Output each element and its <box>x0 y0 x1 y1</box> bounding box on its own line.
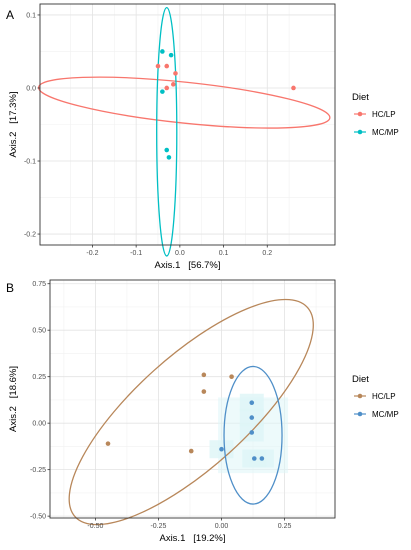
point-hc-lp <box>105 441 111 446</box>
y-axis-label: Axis.2 [17.3%] <box>8 91 19 157</box>
point-hc-lp <box>201 389 207 394</box>
plot-border <box>39 3 336 246</box>
y-tick-label: 0.75 <box>32 281 46 288</box>
point-hc-lp <box>201 372 207 378</box>
x-tick-label: -0.2 <box>86 250 98 257</box>
x-tick-label: 0.00 <box>215 523 229 530</box>
confidence-band <box>218 397 289 474</box>
y-tick-label: 0.00 <box>32 421 46 428</box>
y-tick-label: -0.2 <box>24 232 36 239</box>
ellipse-mc-mp <box>156 7 178 257</box>
x-tick-label: 0.2 <box>262 250 272 257</box>
point-mc-mp <box>249 430 255 435</box>
point-mc-mp <box>160 89 165 94</box>
y-tick-label: 0.25 <box>32 374 46 381</box>
x-tick-label: 0.0 <box>175 250 185 257</box>
point-mc-mp <box>166 155 172 160</box>
legend-title: Diet <box>352 92 369 103</box>
y-tick-label: -0.25 <box>30 467 46 474</box>
point-mc-mp <box>160 49 165 54</box>
ellipse-mc-mp <box>223 365 283 505</box>
x-tick-label: 0.1 <box>219 250 229 257</box>
point-mc-mp <box>251 456 257 461</box>
panel-letter-b: B <box>6 281 14 295</box>
y-tick-label: 0.50 <box>32 328 46 335</box>
x-tick-label: -0.1 <box>130 250 142 257</box>
point-hc-lp <box>291 85 296 91</box>
y-tick-label: 0.0 <box>26 85 36 92</box>
legend-key-point <box>357 111 363 117</box>
legend-key-point <box>357 129 363 135</box>
point-mc-mp <box>259 456 265 461</box>
point-hc-lp <box>188 448 194 454</box>
point-hc-lp <box>164 63 170 69</box>
y-tick-label: 0.1 <box>26 12 36 19</box>
y-tick-label: -0.50 <box>30 514 46 521</box>
plot-border <box>49 279 336 519</box>
ellipse-hc-lp <box>37 76 331 129</box>
legend-key-point <box>357 393 363 399</box>
x-axis-label: Axis.1 [19.2%] <box>159 533 225 544</box>
x-axis-label: Axis.1 [56.7%] <box>154 260 220 271</box>
point-mc-mp <box>249 400 255 406</box>
y-axis-label: Axis.2 [18.6%] <box>8 366 19 432</box>
point-hc-lp <box>229 374 234 379</box>
legend-label: HC/LP <box>372 110 396 119</box>
point-mc-mp <box>164 147 170 153</box>
panel-b-chart: -0.50 -0.25 0.00 0.25 -0.50 -0.25 0.00 0.25 0.50… <box>8 279 399 544</box>
legend-label: MC/MP <box>372 410 399 419</box>
point-hc-lp <box>173 71 178 76</box>
point-mc-mp <box>249 415 255 420</box>
y-tick-label: -0.1 <box>24 159 36 166</box>
point-hc-lp <box>170 82 176 87</box>
x-tick-label: -0.25 <box>150 523 166 530</box>
legend-key-point <box>357 411 363 417</box>
ellipse-hc-lp <box>68 298 314 526</box>
panel-letter-a: A <box>6 8 14 22</box>
point-mc-mp <box>168 52 174 58</box>
x-tick-label: -0.50 <box>87 523 103 530</box>
panel-a-chart: -0.2 -0.1 0.0 0.1 0.2 -0.2 -0.1 0.0 0.1 Axis.1 [5… <box>8 3 399 271</box>
point-hc-lp <box>155 63 161 69</box>
legend-title: Diet <box>352 374 369 385</box>
legend-label: HC/LP <box>372 392 396 401</box>
point-hc-lp <box>164 85 170 91</box>
point-mc-mp <box>219 446 224 452</box>
x-tick-label: 0.25 <box>278 523 292 530</box>
legend-label: MC/MP <box>372 128 399 137</box>
